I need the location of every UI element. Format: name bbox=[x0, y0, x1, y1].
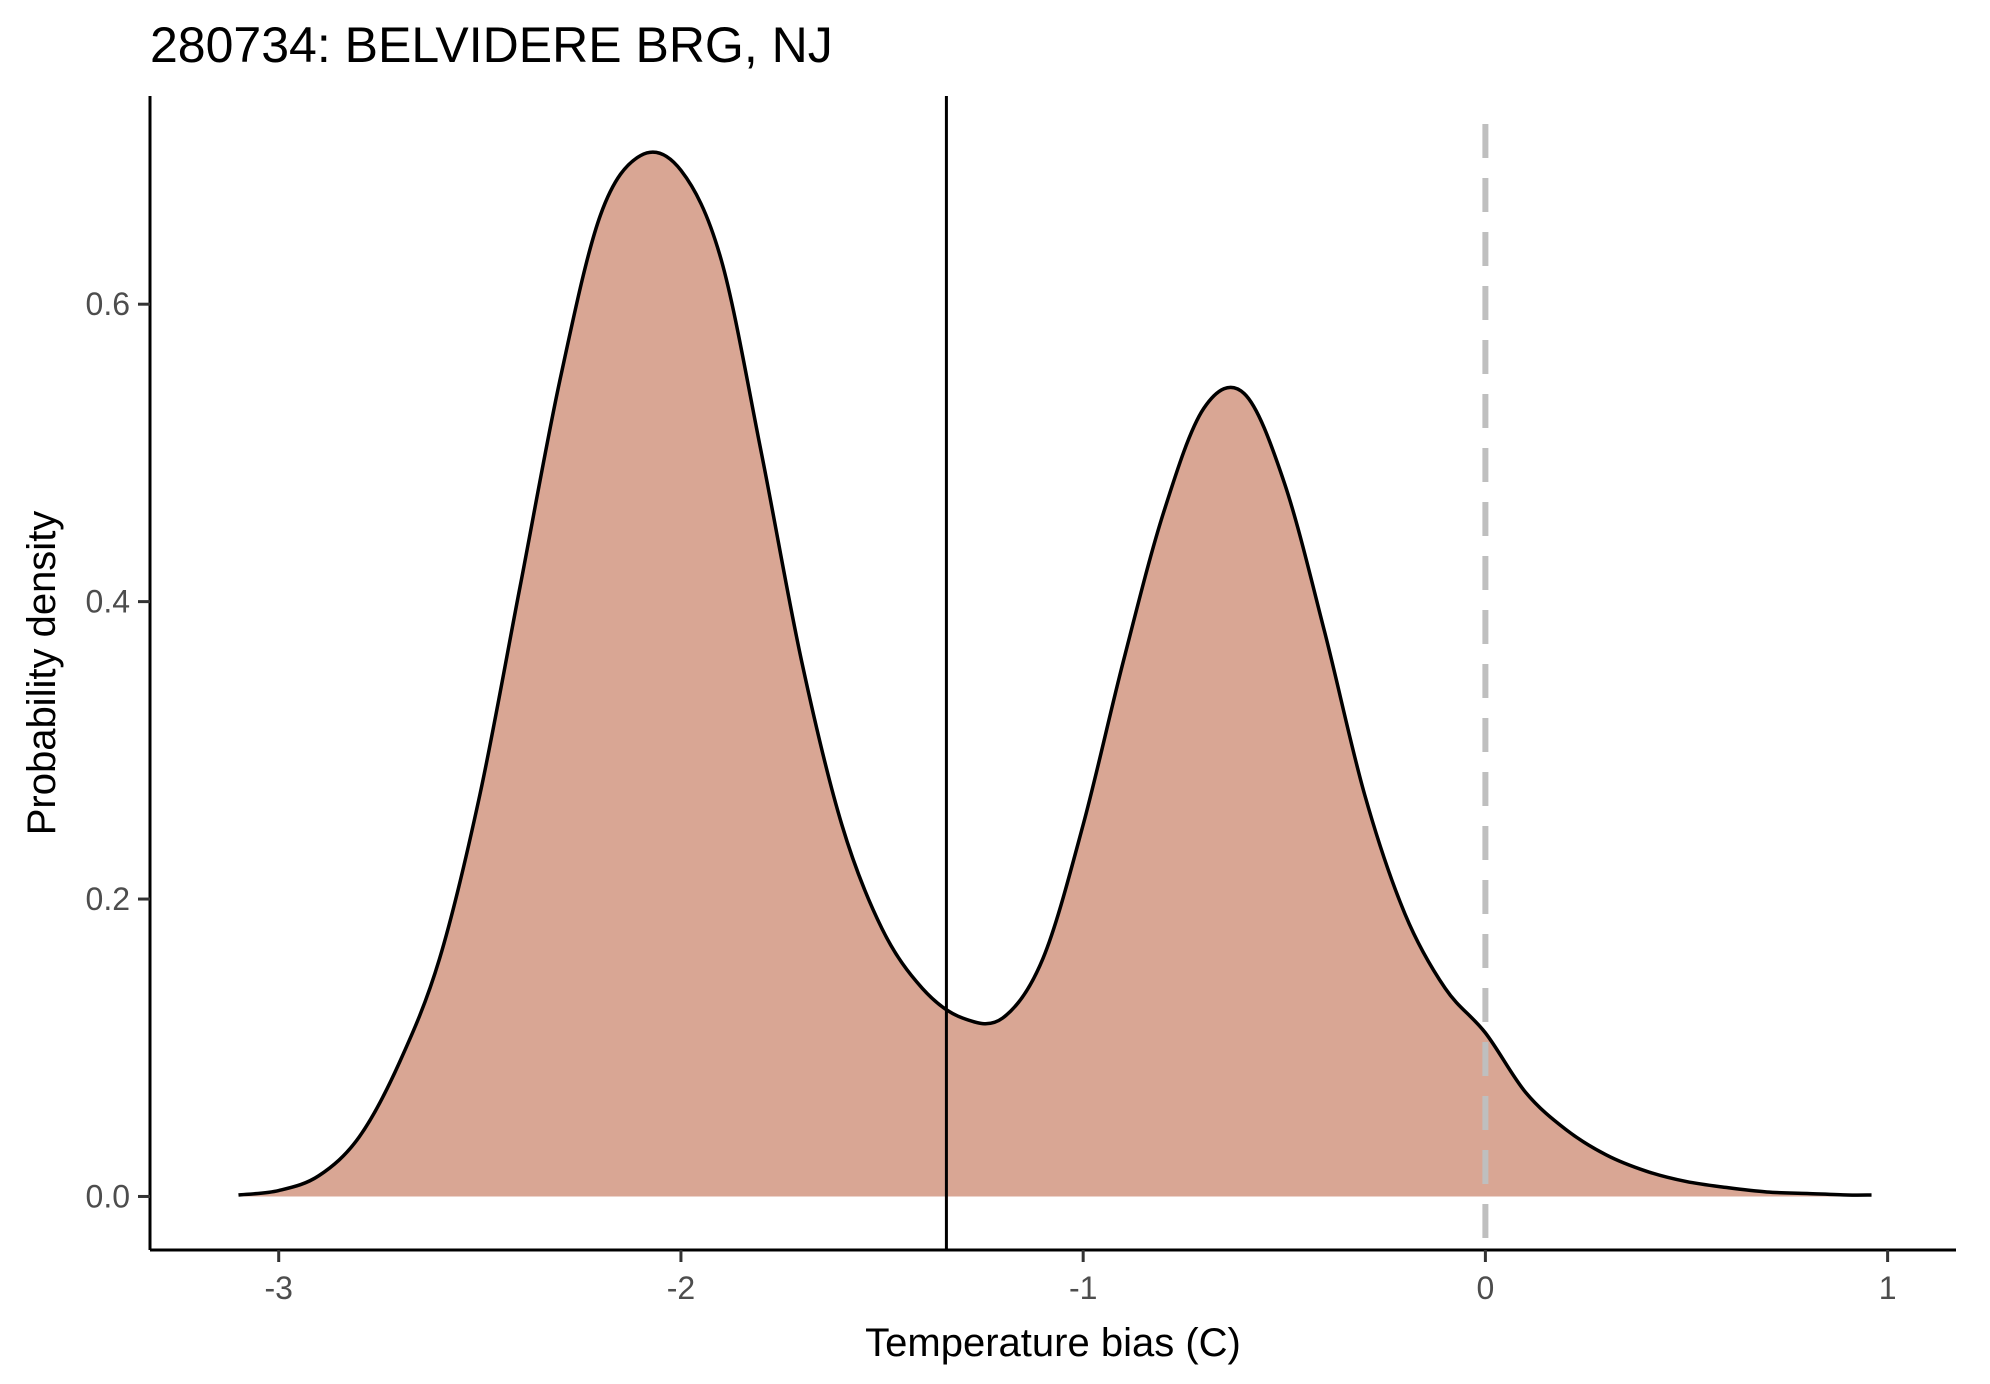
axes bbox=[148, 96, 1956, 1252]
x-tick-label: -2 bbox=[667, 1270, 695, 1306]
y-tick-label: 0.0 bbox=[86, 1178, 130, 1214]
y-tick-label: 0.2 bbox=[86, 881, 130, 917]
density-area bbox=[238, 152, 1872, 1197]
x-tick-label: -3 bbox=[264, 1270, 292, 1306]
x-tick-label: 1 bbox=[1879, 1270, 1897, 1306]
density-curve bbox=[238, 150, 1872, 1197]
ticks: -3 -2 -1 0 1 0.0 0.2 0.4 0.6 bbox=[86, 286, 1897, 1306]
chart-title: 280734: BELVIDERE BRG, NJ bbox=[150, 17, 833, 73]
x-tick-label: 0 bbox=[1476, 1270, 1494, 1306]
y-tick-label: 0.6 bbox=[86, 286, 130, 322]
plot-area bbox=[238, 96, 1872, 1250]
x-axis-label: Temperature bias (C) bbox=[865, 1321, 1241, 1365]
y-axis-label: Probability density bbox=[20, 511, 64, 836]
x-tick-label: -1 bbox=[1069, 1270, 1097, 1306]
y-tick-label: 0.4 bbox=[86, 584, 130, 620]
